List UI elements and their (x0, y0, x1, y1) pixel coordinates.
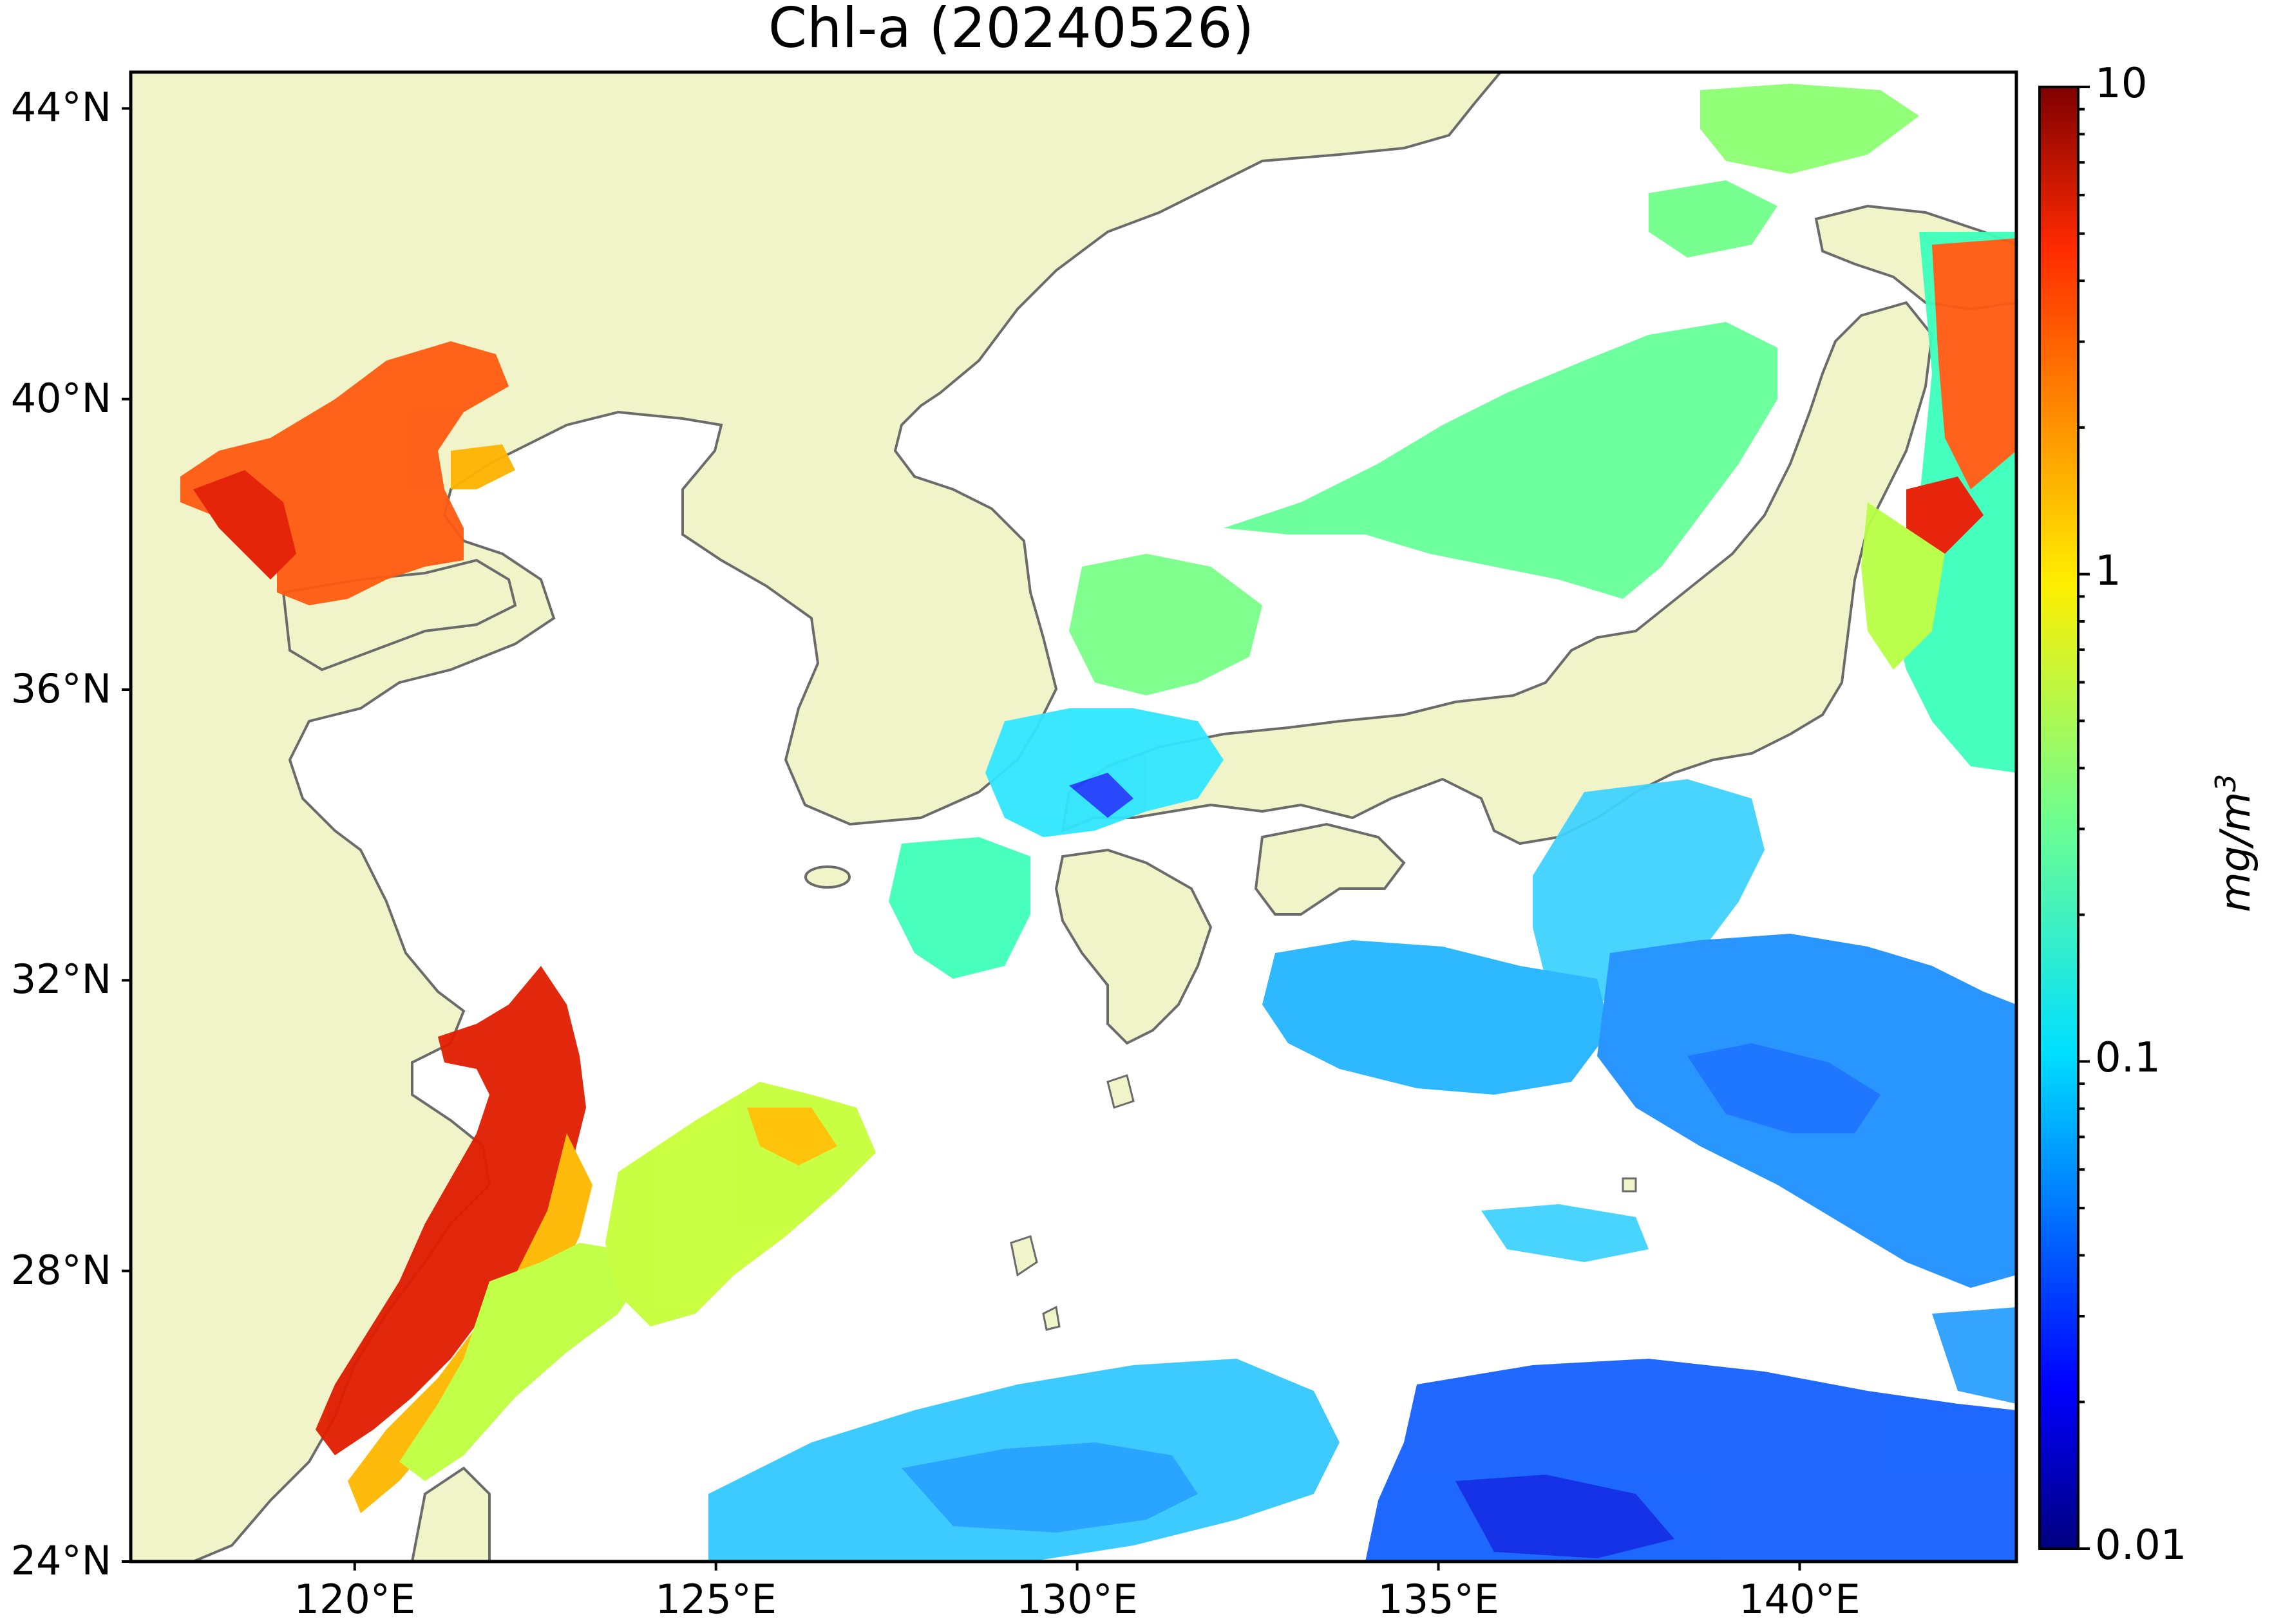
land-jeju (804, 865, 851, 889)
lat-tick-label: 32°N (10, 956, 111, 1003)
lat-tick-label: 44°N (10, 84, 111, 131)
island-outlines (1010, 1074, 1637, 1331)
lon-tick-label: 120°E (294, 1576, 416, 1623)
map-frame (129, 70, 2018, 1563)
colorbar-tick-label: 10 (2095, 60, 2148, 108)
colorbar (2038, 86, 2079, 1550)
lon-tick-label: 135°E (1378, 1576, 1499, 1623)
lon-tick-label: 130°E (1016, 1576, 1138, 1623)
land-kyushu (1054, 848, 1213, 1045)
land-taiwan (410, 1466, 491, 1562)
land-honshu (1061, 301, 1934, 845)
lat-tick-marks (122, 107, 131, 1563)
colorbar-tick-label: 0.01 (2095, 1522, 2187, 1569)
land-shikoku (1254, 822, 1406, 916)
chl-data-layer (180, 84, 2016, 1562)
chl-korea-strait (985, 708, 1224, 837)
lat-tick-label: 24°N (10, 1537, 111, 1584)
lat-tick-label: 28°N (10, 1246, 111, 1294)
colorbar-unit-label: mg/m3 (2209, 773, 2260, 912)
colorbar-ticks (2078, 86, 2090, 1550)
map-title: Chl-a (20240526) (768, 0, 1255, 61)
lat-tick-label: 36°N (10, 665, 111, 713)
colorbar-tick-label: 0.1 (2095, 1034, 2161, 1082)
lon-tick-label: 125°E (655, 1576, 777, 1623)
colorbar-tick-label: 1 (2095, 547, 2121, 595)
lon-tick-label: 140°E (1739, 1576, 1861, 1623)
chl-pacific-band (1533, 779, 1765, 1005)
chl-japan-sea-1 (1224, 322, 1777, 599)
chl-east-china-coast (316, 966, 586, 1455)
lat-tick-label: 40°N (10, 374, 111, 422)
lon-tick-marks (353, 1562, 1801, 1571)
